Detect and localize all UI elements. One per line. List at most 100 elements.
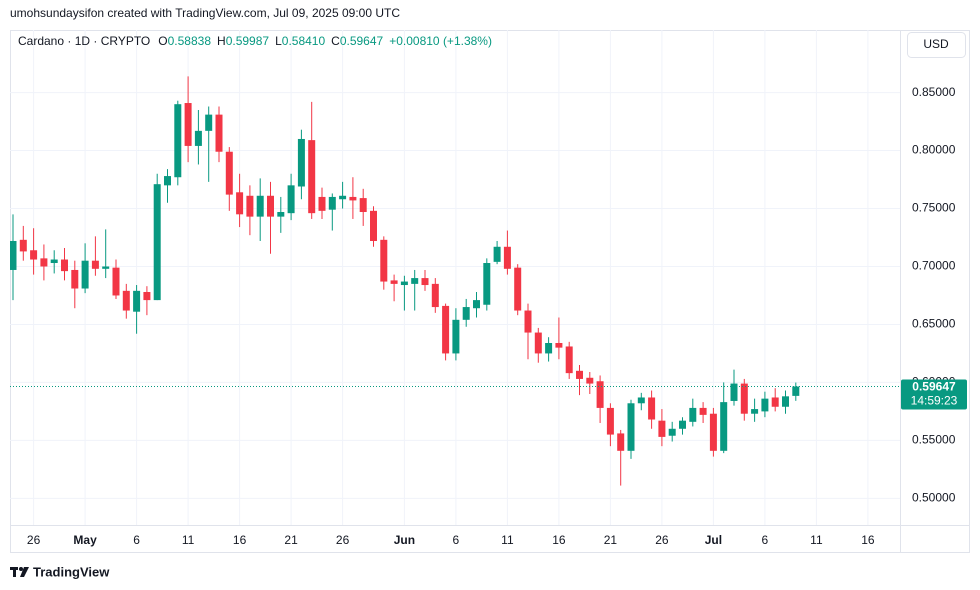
candle-body [400, 281, 408, 286]
candle-body [421, 278, 429, 286]
candle-body [576, 370, 583, 379]
candle-body [277, 212, 285, 217]
candle-body [648, 397, 656, 420]
x-tick-label: 11 [810, 533, 823, 547]
x-tick-label: Jul [705, 533, 722, 547]
candle-body [143, 291, 151, 301]
candle-body [699, 407, 707, 415]
candle-body [328, 196, 336, 210]
x-tick-label: May [73, 533, 97, 547]
candle-body [390, 280, 398, 284]
candle-body [503, 246, 511, 269]
candles [10, 76, 900, 486]
candle-body [483, 263, 491, 305]
candle-body [545, 342, 553, 354]
y-tick-label: 0.70000 [912, 259, 956, 273]
candle-body [431, 283, 439, 308]
candle-body [709, 413, 717, 451]
candle-body [71, 269, 79, 289]
candle-body [205, 114, 213, 131]
candle-body [215, 114, 223, 152]
candle-body [720, 402, 728, 451]
x-tick-label: 11 [501, 533, 514, 547]
legend-value: 0.58410 [282, 34, 326, 48]
y-tick-label: 0.55000 [912, 433, 956, 447]
y-tick-label: 0.75000 [912, 201, 956, 215]
currency[interactable]: USD [923, 37, 949, 51]
candle-body [102, 266, 110, 269]
branding: TradingView [33, 564, 110, 579]
candle-body [658, 420, 666, 437]
candle-body [359, 198, 367, 213]
x-tick-label: 26 [655, 533, 669, 547]
candle-body [122, 290, 130, 311]
candle-body [586, 377, 594, 384]
candle-body [473, 300, 480, 309]
y-tick-label: 0.50000 [912, 491, 956, 505]
last-price-box [901, 379, 967, 410]
candle-body [236, 192, 244, 215]
candle-body [153, 184, 161, 301]
candle-body [370, 210, 377, 241]
candle-body [225, 151, 233, 195]
candle-body [133, 290, 141, 312]
x-tick-label: 26 [336, 533, 350, 547]
legend-value: 0.59647 [340, 34, 384, 48]
legend-key: O [158, 34, 167, 48]
candle-body [730, 383, 738, 401]
candle-body [514, 267, 522, 311]
y-tick-label: 0.65000 [912, 317, 956, 331]
legend-change: +0.00810 (+1.38%) [389, 34, 492, 48]
candle-body [256, 195, 264, 217]
logo [10, 567, 29, 577]
candle-body [452, 319, 460, 354]
candle-body [637, 397, 645, 404]
legend-value: 0.58838 [168, 34, 212, 48]
last-price-label: 0.59647 [912, 380, 956, 394]
legend-key: H [217, 34, 226, 48]
candle-body [318, 196, 326, 211]
candle-body [50, 259, 58, 264]
currency-button[interactable] [907, 32, 966, 58]
header: umohsundaysifon created with TradingView… [10, 6, 400, 20]
x-tick-label: 21 [284, 533, 298, 547]
candle-body [689, 407, 697, 422]
legend-title: Cardano · 1D · CRYPTO [18, 34, 150, 48]
candle-body [782, 396, 789, 407]
axes: 0.500000.550000.600000.650000.700000.750… [27, 85, 967, 547]
candle-body [287, 185, 295, 214]
x-tick-label: 6 [133, 533, 140, 547]
candle-body [91, 260, 99, 269]
candle-body [606, 407, 614, 435]
candle-body [297, 138, 305, 187]
candle-body [740, 383, 748, 414]
candle-body [308, 140, 316, 214]
candle-body [462, 307, 470, 320]
candle-body [112, 267, 120, 296]
y-tick-label: 0.80000 [912, 143, 956, 157]
candle-body [792, 386, 800, 396]
candle-body [565, 346, 573, 374]
candle-body [164, 176, 171, 186]
candle-body [19, 239, 27, 252]
candle-body [761, 398, 769, 412]
candle-body [668, 428, 676, 436]
candle-body [30, 250, 38, 260]
candle-body [40, 258, 48, 267]
candle-body [339, 195, 347, 200]
x-tick-label: 16 [552, 533, 566, 547]
candle-body [267, 195, 274, 217]
legend-key: L [275, 34, 282, 48]
x-tick-label: 16 [233, 533, 247, 547]
legend-value: 0.59987 [226, 34, 270, 48]
legend-key: C [331, 34, 340, 48]
candle-body [184, 103, 192, 146]
x-tick-label: Jun [394, 533, 415, 547]
candle-body [10, 240, 17, 270]
legend: Cardano · 1D · CRYPTO O0.58838 H0.59987 L0.… [18, 34, 492, 48]
x-tick-label: 11 [182, 533, 195, 547]
candle-body [442, 305, 450, 354]
candle-body [771, 397, 779, 407]
candle-body [751, 409, 759, 414]
